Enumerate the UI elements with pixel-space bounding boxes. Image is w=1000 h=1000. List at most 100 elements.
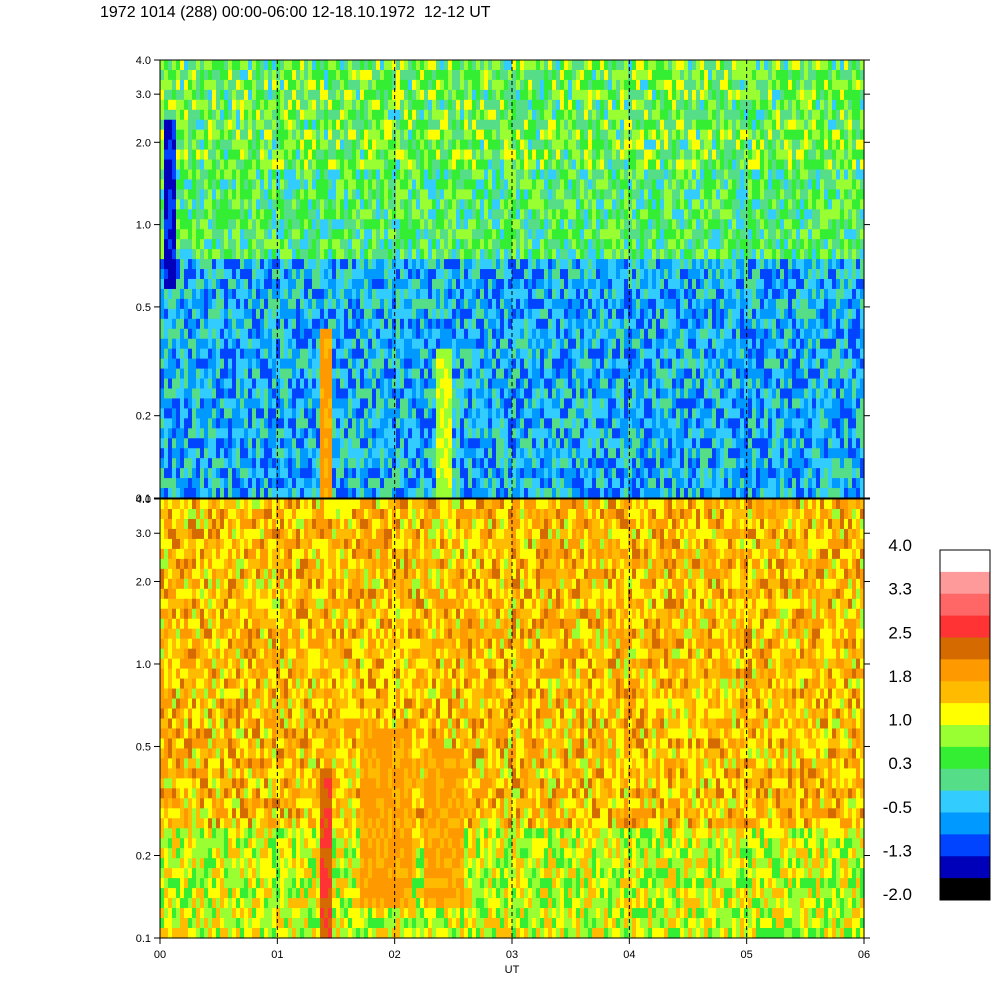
heatmap-cell bbox=[204, 80, 209, 91]
heatmap-cell bbox=[488, 289, 493, 300]
heatmap-cell bbox=[384, 189, 389, 200]
heatmap-cell bbox=[268, 170, 273, 181]
heatmap-cell bbox=[464, 289, 469, 300]
heatmap-cell bbox=[516, 478, 521, 489]
heatmap-cell bbox=[380, 468, 385, 479]
heatmap-cell bbox=[312, 189, 317, 200]
heatmap-cell bbox=[472, 120, 477, 131]
heatmap-cell bbox=[532, 160, 537, 171]
heatmap-cell bbox=[472, 110, 477, 121]
heatmap-cell bbox=[548, 229, 553, 240]
heatmap-cell bbox=[224, 269, 229, 280]
heatmap-cell bbox=[560, 408, 565, 419]
heatmap-cell bbox=[304, 199, 309, 210]
heatmap-cell bbox=[488, 279, 493, 290]
heatmap-cell bbox=[188, 199, 193, 210]
heatmap-cell bbox=[572, 398, 577, 409]
heatmap-cell bbox=[332, 359, 337, 370]
heatmap-cell bbox=[452, 70, 457, 81]
heatmap-cell bbox=[360, 120, 365, 131]
heatmap-cell bbox=[460, 70, 465, 81]
heatmap-cell bbox=[492, 398, 497, 409]
heatmap-cell bbox=[496, 150, 501, 161]
heatmap-cell bbox=[304, 189, 309, 200]
heatmap-cell bbox=[232, 150, 237, 161]
heatmap-cell bbox=[300, 150, 305, 161]
heatmap-cell bbox=[216, 209, 221, 220]
heatmap-cell bbox=[492, 170, 497, 181]
heatmap-cell bbox=[172, 279, 177, 290]
heatmap-cell bbox=[532, 488, 537, 499]
heatmap-cell bbox=[276, 219, 281, 230]
heatmap-cell bbox=[480, 309, 485, 320]
heatmap-cell bbox=[576, 60, 581, 71]
heatmap-cell bbox=[608, 309, 613, 320]
heatmap-cell bbox=[260, 428, 265, 439]
heatmap-cell bbox=[180, 349, 185, 360]
heatmap-cell bbox=[416, 130, 421, 141]
heatmap-cell bbox=[564, 179, 569, 190]
heatmap-cell bbox=[288, 478, 293, 489]
heatmap-cell bbox=[452, 319, 457, 330]
heatmap-cell bbox=[308, 150, 313, 161]
heatmap-cell bbox=[496, 140, 501, 151]
heatmap-cell bbox=[240, 269, 245, 280]
heatmap-cell bbox=[388, 90, 393, 101]
heatmap-cell bbox=[400, 90, 405, 101]
heatmap-cell bbox=[328, 279, 333, 290]
heatmap-cell bbox=[388, 100, 393, 111]
heatmap-cell bbox=[436, 170, 441, 181]
heatmap-cell bbox=[500, 359, 505, 370]
heatmap-cell bbox=[436, 299, 441, 310]
heatmap-cell bbox=[220, 468, 225, 479]
heatmap-cell bbox=[280, 239, 285, 250]
heatmap-cell bbox=[220, 478, 225, 489]
heatmap-cell bbox=[572, 269, 577, 280]
heatmap-cell bbox=[440, 70, 445, 81]
heatmap-cell bbox=[520, 369, 525, 380]
heatmap-cell bbox=[288, 259, 293, 270]
heatmap-cell bbox=[184, 319, 189, 330]
heatmap-cell bbox=[576, 160, 581, 171]
heatmap-cell bbox=[296, 189, 301, 200]
heatmap-cell bbox=[468, 299, 473, 310]
heatmap-cell bbox=[364, 100, 369, 111]
heatmap-cell bbox=[532, 199, 537, 210]
heatmap-cell bbox=[400, 408, 405, 419]
heatmap-cell bbox=[600, 140, 605, 151]
heatmap-cell bbox=[308, 249, 313, 260]
heatmap-cell bbox=[520, 209, 525, 220]
heatmap-cell bbox=[564, 209, 569, 220]
heatmap-cell bbox=[228, 199, 233, 210]
heatmap-cell bbox=[452, 189, 457, 200]
heatmap-cell bbox=[168, 329, 173, 340]
heatmap-cell bbox=[572, 120, 577, 131]
heatmap-cell bbox=[496, 408, 501, 419]
heatmap-cell bbox=[516, 130, 521, 141]
heatmap-cell bbox=[560, 438, 565, 449]
heatmap-cell bbox=[484, 150, 489, 161]
heatmap-cell bbox=[240, 100, 245, 111]
heatmap-cell bbox=[204, 110, 209, 121]
heatmap-cell bbox=[432, 199, 437, 210]
heatmap-cell bbox=[188, 189, 193, 200]
heatmap-cell bbox=[516, 150, 521, 161]
heatmap-cell bbox=[284, 100, 289, 111]
heatmap-cell bbox=[600, 329, 605, 340]
heatmap-cell bbox=[276, 398, 281, 409]
heatmap-cell bbox=[344, 478, 349, 489]
heatmap-cell bbox=[544, 60, 549, 71]
heatmap-cell bbox=[568, 269, 573, 280]
heatmap-cell bbox=[356, 229, 361, 240]
heatmap-cell bbox=[280, 319, 285, 330]
heatmap-cell bbox=[568, 279, 573, 290]
heatmap-cell bbox=[420, 130, 425, 141]
heatmap-cell bbox=[348, 189, 353, 200]
heatmap-cell bbox=[572, 209, 577, 220]
heatmap-cell bbox=[460, 219, 465, 230]
heatmap-cell bbox=[480, 448, 485, 459]
heatmap-cell bbox=[484, 329, 489, 340]
heatmap-cell bbox=[536, 359, 541, 370]
heatmap-cell bbox=[376, 239, 381, 250]
heatmap-cell bbox=[588, 359, 593, 370]
